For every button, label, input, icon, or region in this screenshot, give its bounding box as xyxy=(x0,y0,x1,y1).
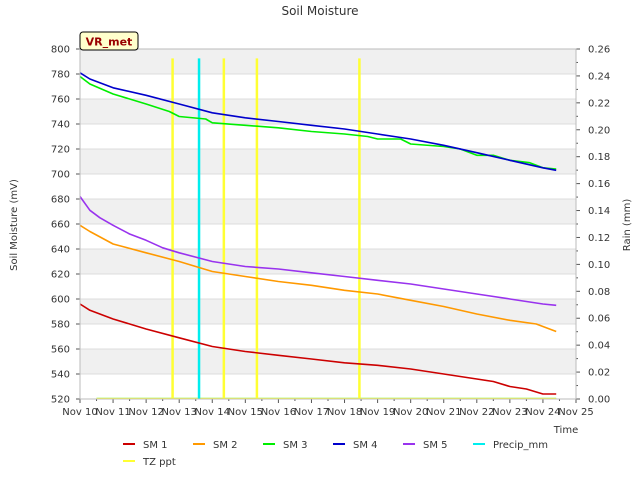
y-left-tick-label: 780 xyxy=(51,70,70,81)
site-label-badge: VR_met xyxy=(79,31,139,51)
y-left-tick-label: 640 xyxy=(51,245,70,256)
x-tick-label: Nov 20 xyxy=(393,407,428,418)
x-tick-label: Nov 22 xyxy=(459,407,494,418)
legend-label: SM 3 xyxy=(283,440,308,451)
y-left-tick-label: 760 xyxy=(51,95,70,106)
x-tick-label: Nov 10 xyxy=(62,407,97,418)
x-tick-label: Nov 16 xyxy=(261,407,296,418)
y-right-tick-label: 0.10 xyxy=(588,260,610,271)
x-tick-label: Nov 19 xyxy=(360,407,395,418)
series-line xyxy=(79,75,557,170)
background-band xyxy=(80,74,576,99)
x-axis-label: Time xyxy=(553,425,578,436)
y-axis-left-label: Soil Moisture (mV) xyxy=(9,179,20,271)
site-label: VR_met xyxy=(86,36,133,49)
series-line xyxy=(79,224,557,333)
legend-label: SM 5 xyxy=(423,440,448,451)
y-right-tick-label: 0.06 xyxy=(588,314,610,325)
plot-area: 520 540 560 580 600 620 640 660 680 700 720 740 760 7… xyxy=(51,45,610,419)
x-tick-label: Nov 23 xyxy=(492,407,527,418)
y-left-tick-label: 620 xyxy=(51,270,70,281)
x-tick-label: Nov 25 xyxy=(558,407,593,418)
y-left-tick-label: 560 xyxy=(51,345,70,356)
series-line xyxy=(79,196,557,307)
plot-frame xyxy=(79,48,577,400)
y-right-tick-label: 0.04 xyxy=(588,341,610,352)
x-tick-label: Nov 17 xyxy=(294,407,329,418)
y-right-tick-label: 0.02 xyxy=(588,368,610,379)
background-band xyxy=(80,124,576,149)
chart-title: Soil Moisture xyxy=(281,4,358,18)
x-tick-label: Nov 21 xyxy=(426,407,461,418)
x-tick-label: Nov 24 xyxy=(525,407,560,418)
y-left-tick-label: 540 xyxy=(51,370,70,381)
legend-label: SM 1 xyxy=(143,440,168,451)
background-band xyxy=(80,174,576,199)
legend-label: SM 2 xyxy=(213,440,238,451)
x-tick-label: Nov 12 xyxy=(128,407,163,418)
legend-label: TZ ppt xyxy=(142,457,176,468)
y-left-tick-label: 680 xyxy=(51,195,70,206)
background-band xyxy=(80,49,576,74)
y-left-tick-label: 520 xyxy=(51,395,70,406)
x-tick-label: Nov 15 xyxy=(228,407,263,418)
background-band xyxy=(80,224,576,249)
y-right-tick-label: 0.16 xyxy=(588,179,610,190)
y-right-tick-label: 0.22 xyxy=(588,98,610,109)
y-right-tick-label: 0.08 xyxy=(588,287,610,298)
background-band xyxy=(80,249,576,274)
y-right-tick-label: 0.00 xyxy=(588,395,610,406)
series-line xyxy=(79,303,557,395)
y-right-tick-label: 0.26 xyxy=(588,45,610,56)
background-band xyxy=(80,199,576,224)
background-band xyxy=(80,299,576,324)
background-band xyxy=(80,149,576,174)
y-left-tick-label: 800 xyxy=(51,45,70,56)
y-left-tick-label: 700 xyxy=(51,170,70,181)
x-tick-label: Nov 11 xyxy=(95,407,130,418)
y-left-tick-label: 720 xyxy=(51,145,70,156)
y-left-tick-label: 580 xyxy=(51,320,70,331)
background-band xyxy=(80,99,576,124)
background-band xyxy=(80,274,576,299)
y-right-tick-label: 0.18 xyxy=(588,152,610,163)
y-right-tick-label: 0.24 xyxy=(588,71,610,82)
y-left-tick-label: 740 xyxy=(51,120,70,131)
background-band xyxy=(80,324,576,349)
x-tick-label: Nov 13 xyxy=(161,407,196,418)
y-right-tick-label: 0.14 xyxy=(588,206,610,217)
background-band xyxy=(80,374,576,399)
legend: SM 1 SM 2 SM 3 SM 4 SM 5 Precip_mm TZ ppt xyxy=(123,440,548,468)
legend-label: SM 4 xyxy=(353,440,378,451)
y-left-tick-label: 660 xyxy=(51,220,70,231)
legend-label: Precip_mm xyxy=(493,440,548,451)
y-right-tick-label: 0.20 xyxy=(588,125,610,136)
x-tick-label: Nov 14 xyxy=(195,407,230,418)
series-line xyxy=(79,72,557,172)
y-left-tick-label: 600 xyxy=(51,295,70,306)
y-axis-right-label: Rain (mm) xyxy=(622,199,633,252)
y-right-tick-label: 0.12 xyxy=(588,233,610,244)
x-tick-label: Nov 18 xyxy=(327,407,362,418)
